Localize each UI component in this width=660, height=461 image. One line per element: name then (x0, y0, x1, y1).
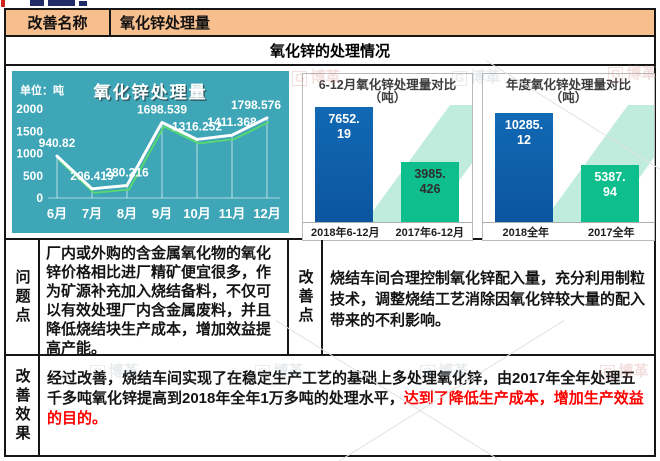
svg-text:1316.252: 1316.252 (172, 119, 222, 133)
boge-logo-fragment-red (1, 0, 5, 7)
bar-value-label: 7652. 19 (328, 112, 360, 141)
bar-chart-plot: 10285. 12 5387. 94 (483, 105, 654, 223)
category-label: 2017全年 (588, 226, 635, 239)
bar-value-label: 3985. 426 (414, 167, 446, 196)
svg-text:1000: 1000 (16, 147, 43, 161)
boge-logo-fragment (79, 1, 87, 6)
svg-text:280.216: 280.216 (105, 166, 149, 180)
bar-chart-title: 年度氧化锌处理量对比 (505, 78, 631, 92)
line-chart-title: 氧化锌处理量 (93, 83, 208, 102)
svg-text:12月: 12月 (253, 206, 280, 221)
svg-text:6月: 6月 (47, 206, 67, 221)
bar-chart-plot: 7652. 19 3985. 426 (303, 105, 472, 223)
page-title: 氧化锌的处理情况 (6, 37, 654, 66)
line-chart-monthly-throughput: 单位：吨 氧化锌处理量 0 500 1000 1500 2000 940.82 206.41… (12, 71, 289, 233)
svg-text:1698.539: 1698.539 (137, 102, 187, 116)
bar-2018-h2: 7652. 19 (315, 107, 373, 222)
svg-text:11月: 11月 (219, 206, 246, 221)
category-label: 2017年6-12月 (395, 226, 465, 239)
bar-chart-categories: 2018全年 2017全年 (483, 223, 654, 240)
svg-text:0: 0 (36, 191, 43, 205)
problem-improvement-row: 问题点 厂内或外购的含金属氧化物的氧化锌价格相比进厂精矿便宜很多，作为矿源补充加… (6, 240, 654, 357)
boge-logo-fragment (48, 0, 75, 6)
bar-chart-title: 6-12月氧化锌处理量对比 (318, 78, 457, 92)
svg-text:1411.368: 1411.368 (207, 115, 257, 129)
line-chart-unit-label: 单位：吨 (20, 85, 64, 97)
category-label: 2018全年 (502, 226, 549, 239)
svg-text:7月: 7月 (82, 206, 102, 221)
problem-text: 厂内或外购的含金属氧化物的氧化锌价格相比进厂精矿便宜很多，作为矿源补充加入烧结备… (40, 240, 289, 357)
report-sheet: 改善名称 氧化锌处理量 氧化锌的处理情况 单位：吨 氧化锌处理量 0 500 100… (4, 8, 656, 457)
bar-2018-full-year: 10285. 12 (495, 113, 553, 222)
boge-logo-fragment (30, 0, 44, 6)
bar-chart-categories: 2018年6-12月 2017年6-12月 (303, 223, 472, 240)
improvement-name-value: 氧化锌处理量 (120, 15, 211, 32)
bar-2017-full-year: 5387. 94 (581, 165, 639, 222)
category-label: 2018年6-12月 (311, 226, 380, 239)
svg-text:9月: 9月 (152, 206, 172, 221)
effect-label: 改善效果 (6, 356, 40, 455)
svg-text:2000: 2000 (16, 102, 43, 116)
svg-text:8月: 8月 (117, 206, 137, 221)
svg-text:10月: 10月 (183, 206, 210, 221)
bar-chart-subtitle: （吨） (549, 91, 588, 105)
svg-text:500: 500 (23, 169, 43, 183)
page-top-strip (0, 0, 660, 8)
bar-chart-subtitle: （吨） (368, 91, 407, 105)
svg-text:940.82: 940.82 (39, 136, 76, 150)
effect-row: 改善效果 经过改善，烧结车间实现了在稳定生产工艺的基础上多处理氧化锌，由2017… (6, 356, 654, 455)
problem-label: 问题点 (6, 240, 40, 354)
bar-2017-h2: 3985. 426 (401, 162, 459, 222)
charts-row: 单位：吨 氧化锌处理量 0 500 1000 1500 2000 940.82 206.41… (6, 66, 655, 241)
header-row: 改善名称 氧化锌处理量 (6, 10, 654, 37)
improvement-name-label: 改善名称 (6, 10, 111, 35)
improvement-label: 改善点 (289, 240, 323, 354)
effect-text: 经过改善，烧结车间实现了在稳定生产工艺的基础上多处理氧化锌，由2017年全年处理… (40, 356, 654, 455)
bar-chart-h2-comparison: 6-12月氧化锌处理量对比 （吨） 7652. 19 3985. 426 201… (302, 73, 473, 241)
bar-value-label: 5387. 94 (594, 170, 626, 199)
svg-text:1500: 1500 (16, 124, 43, 138)
svg-text:1798.576: 1798.576 (231, 98, 281, 112)
bar-value-label: 10285. 12 (504, 118, 544, 147)
improvement-text: 烧结车间合理控制氧化锌配入量，充分利用制粒技术，调整烧结工艺消除因氧化锌较大量的… (330, 269, 646, 329)
bar-chart-annual-comparison: 年度氧化锌处理量对比 （吨） 10285. 12 5387. 94 2018全年… (482, 73, 655, 241)
svg-text:206.419: 206.419 (70, 169, 114, 183)
